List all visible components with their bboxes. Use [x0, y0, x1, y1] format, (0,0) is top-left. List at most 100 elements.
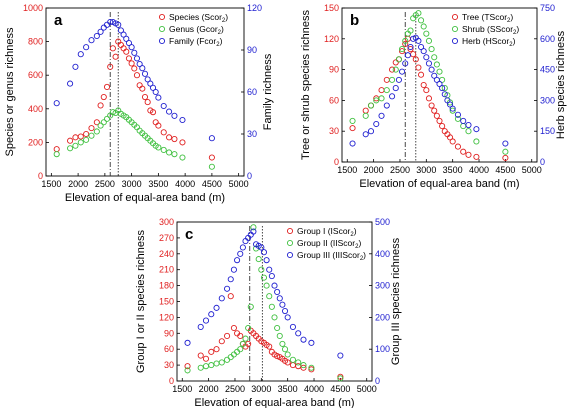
data-point	[125, 55, 132, 62]
data-point	[109, 109, 116, 116]
legend-marker	[158, 25, 166, 33]
x-tick-label: 4000	[469, 165, 489, 175]
legend-label-sub: 2	[509, 42, 513, 48]
data-point	[213, 304, 220, 311]
legend-label-name: Group III (IIIScor	[297, 250, 360, 260]
legend-marker	[286, 239, 294, 247]
data-point	[420, 48, 427, 55]
data-point	[441, 91, 448, 98]
y2-tick-label: 200	[375, 312, 390, 322]
legend-label-sub: 2	[350, 232, 354, 238]
data-point	[395, 76, 402, 83]
data-point	[83, 44, 90, 51]
data-point	[383, 87, 390, 94]
data-point	[184, 367, 191, 374]
data-point	[227, 276, 234, 283]
x-tick-label: 4500	[495, 165, 515, 175]
x-tick-label: 2000	[364, 165, 384, 175]
data-point	[93, 32, 100, 40]
data-point	[149, 84, 157, 91]
data-point	[420, 23, 427, 30]
data-point	[423, 30, 430, 37]
data-point	[120, 45, 127, 52]
y-tick-label: 270	[159, 233, 174, 243]
data-point	[208, 135, 215, 142]
legend-label: Species (Scor2)	[169, 12, 228, 24]
data-point	[399, 46, 406, 53]
data-point	[362, 131, 369, 138]
x-tick-label: 2000	[199, 384, 219, 394]
legend-label-name: Group II (IIScor	[297, 238, 355, 248]
x-tick-label: 4500	[330, 384, 350, 394]
legend: Tree (TScor2)Shrub (SScor2)Herb (HScor2)	[451, 12, 519, 48]
legend-marker	[451, 25, 459, 33]
data-point	[502, 148, 509, 155]
legend-label-sub: 2	[360, 256, 364, 262]
data-point	[349, 117, 356, 124]
data-point	[230, 266, 237, 273]
data-point	[136, 60, 143, 68]
data-point	[300, 336, 307, 343]
data-point	[152, 119, 159, 126]
y2-tick-label: 500	[375, 217, 390, 227]
data-point	[428, 46, 435, 53]
x-tick-label: 3500	[148, 179, 168, 189]
data-point	[72, 142, 79, 149]
y2-tick-label: 90	[247, 45, 257, 55]
data-point	[367, 128, 375, 135]
x-tick-label: 4000	[175, 179, 195, 189]
legend-label: Group III (IIIScor2)	[297, 250, 366, 262]
y-tick-label: 400	[28, 104, 43, 114]
data-point	[271, 282, 278, 289]
data-point	[160, 146, 167, 154]
data-point	[284, 351, 291, 358]
data-point	[454, 111, 461, 118]
data-point	[415, 10, 422, 17]
data-point	[263, 282, 270, 289]
data-point	[295, 330, 302, 337]
y2-tick-label: 0	[375, 376, 380, 386]
data-point	[115, 21, 122, 28]
data-point	[281, 307, 289, 315]
data-point	[144, 99, 151, 106]
legend-label-tail: )	[220, 36, 223, 46]
data-point	[449, 138, 456, 145]
data-point	[197, 323, 204, 330]
data-point	[295, 359, 302, 366]
x-tick-label: 3000	[416, 165, 436, 175]
legend-label: Family (Fcor2)	[169, 36, 223, 48]
y-tick-label: 120	[324, 34, 339, 44]
data-point	[239, 244, 246, 251]
data-point	[502, 154, 509, 161]
y-axis-label: Tree or shrub species richness	[300, 10, 312, 160]
legend-marker	[451, 13, 459, 21]
y2-tick-label: 300	[540, 95, 555, 105]
data-point	[460, 117, 467, 124]
data-point	[184, 339, 191, 346]
data-point	[242, 335, 249, 342]
data-point	[160, 102, 167, 110]
y2-tick-label: 450	[540, 65, 555, 75]
data-point	[367, 102, 375, 109]
data-point	[88, 125, 95, 132]
y2-tick-label: 600	[540, 34, 555, 44]
data-point	[271, 314, 278, 321]
data-point	[266, 266, 273, 273]
legend-marker	[451, 37, 459, 45]
data-point	[362, 112, 369, 119]
x-tick-label: 1500	[41, 179, 61, 189]
y-axis-label: Group I or II species richness	[135, 229, 147, 373]
panel-label: a	[54, 12, 63, 29]
y-tick-label: 240	[159, 249, 174, 259]
data-point	[260, 274, 268, 281]
series	[349, 34, 509, 147]
data-point	[465, 151, 472, 158]
x-tick-label: 1500	[172, 384, 192, 394]
legend-marker	[158, 13, 166, 21]
data-point	[428, 102, 435, 109]
data-point	[218, 295, 225, 302]
data-point	[131, 65, 138, 72]
y2-axis-label: Group III species richness	[390, 237, 402, 365]
legend: Group I (IScor2)Group II (IIScor2)Group …	[286, 226, 366, 262]
data-point	[128, 60, 135, 67]
